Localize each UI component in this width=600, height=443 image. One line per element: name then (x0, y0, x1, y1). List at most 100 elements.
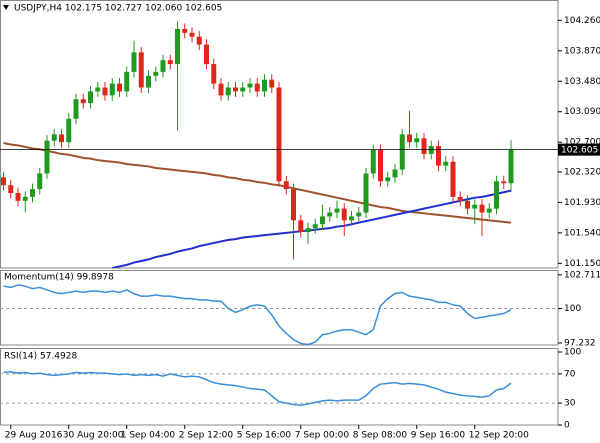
candle-body (22, 196, 28, 201)
y-tick-label: 102.700 (564, 138, 600, 148)
candle-body (182, 28, 188, 33)
candle-body (8, 185, 14, 193)
candle-body (37, 173, 43, 190)
candle-body (443, 161, 449, 166)
y-tick-label: 70 (564, 369, 576, 379)
candle-body (349, 216, 354, 221)
candle-body (262, 79, 267, 92)
candle-body (378, 150, 383, 182)
line (3, 142, 512, 224)
candle-body (363, 173, 369, 213)
candle-body (109, 83, 115, 96)
candle-body (472, 204, 478, 209)
y-tick-label: 100 (564, 304, 581, 314)
candle-body (399, 134, 405, 170)
candle-body (80, 99, 86, 104)
price-label: 102.605 (561, 146, 598, 156)
line (3, 370, 512, 407)
momentum-plot (0, 284, 558, 345)
candle-body (254, 83, 260, 92)
y-tick-label: 103.480 (564, 77, 600, 87)
candle-body (247, 83, 253, 88)
y-tick-label: 103.090 (564, 107, 600, 117)
candle-body (407, 134, 412, 143)
panel-border (0, 0, 559, 269)
y-tick-label: 30 (564, 399, 576, 409)
candle-body (131, 52, 137, 72)
x-tick-label: 1 Sep 04:00 (121, 431, 176, 441)
candle-body (15, 192, 21, 201)
candle-body (283, 181, 289, 190)
candle-body (88, 91, 93, 104)
candle-body (218, 83, 224, 96)
line (3, 284, 512, 345)
candle-body (73, 99, 79, 119)
x-tick-label: 8 Sep 08:00 (353, 431, 408, 441)
candle-body (479, 204, 485, 213)
candle-body (298, 220, 304, 233)
y-tick-label: 102.320 (564, 167, 600, 177)
candle-body (508, 149, 514, 184)
y-tick-label: 100 (564, 348, 581, 358)
candle-body (124, 71, 130, 92)
candle-body (370, 150, 376, 174)
candle-body (486, 208, 492, 213)
candle-body (356, 212, 362, 217)
candle-body (225, 87, 231, 96)
candle-body (421, 138, 427, 154)
x-tick-label: 30 Aug 20:00 (63, 431, 124, 441)
candle-body (291, 189, 296, 221)
y-tick-label: 104.260 (564, 16, 600, 26)
candle-body (44, 140, 50, 174)
candle-body (102, 87, 108, 96)
candle-body (1, 177, 6, 186)
candle-body (457, 196, 463, 201)
y-tick-label: 101.540 (564, 228, 600, 238)
candle-body (189, 32, 195, 37)
candle-body (160, 60, 166, 72)
x-tick-label: 7 Sep 00:00 (295, 431, 350, 441)
line (112, 189, 512, 268)
panel-title: Momentum(14) 99.8978 (4, 273, 114, 283)
y-tick-label: 102.7118 (564, 270, 600, 280)
candle-body (138, 52, 144, 88)
y-tick-label: 103.870 (564, 46, 600, 56)
candle-body (312, 224, 318, 229)
candle-body (385, 177, 391, 182)
y-tick-label: 101.150 (564, 259, 600, 269)
candle-body (66, 118, 72, 143)
candle-body (196, 36, 202, 45)
rsi-plot (0, 370, 558, 407)
y-tick-label: 101.930 (564, 198, 600, 208)
x-tick-label: 5 Sep 16:00 (237, 431, 292, 441)
candle-body (450, 161, 456, 197)
candle-body (327, 212, 333, 217)
candle-body (341, 208, 347, 221)
candle-body (305, 228, 311, 233)
candle-body (167, 60, 173, 65)
candle-body (501, 181, 507, 184)
candle-body (51, 134, 57, 141)
candle-body (117, 83, 122, 92)
x-tick-label: 12 Sep 20:00 (469, 431, 529, 441)
candle-body (153, 71, 159, 76)
candle-body (414, 138, 420, 143)
candle-body (233, 87, 238, 92)
candle-body (276, 87, 282, 182)
price-label-box (558, 143, 600, 156)
price-plot (1, 21, 514, 268)
candle-body (320, 216, 325, 225)
candle-body (392, 169, 398, 178)
x-tick-label: 9 Sep 16:00 (411, 431, 466, 441)
candle-body (211, 64, 217, 84)
panel-border (0, 270, 559, 346)
x-tick-label: 29 Aug 2016 (5, 431, 63, 441)
panel-title: RSI(14) 57.4928 (4, 352, 77, 362)
candle-body (465, 200, 470, 209)
candle-body (494, 181, 499, 209)
candle-body (269, 79, 275, 88)
candle-body (59, 134, 64, 143)
candle-body (95, 87, 101, 92)
